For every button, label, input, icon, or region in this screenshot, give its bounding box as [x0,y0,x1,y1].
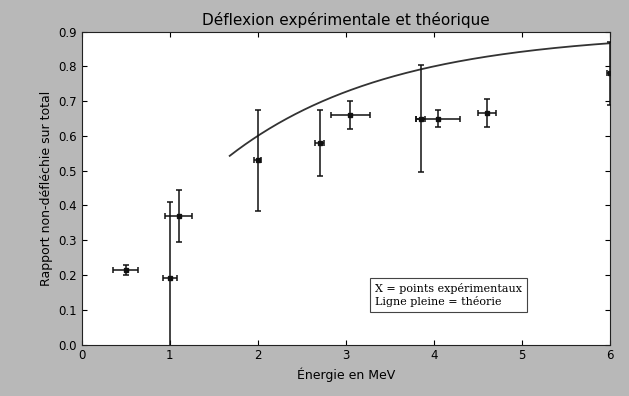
Text: X = points expérimentaux
Ligne pleine = théorie: X = points expérimentaux Ligne pleine = … [375,283,522,307]
Y-axis label: Rapport non-défléchie sur total: Rapport non-défléchie sur total [40,90,53,286]
Title: Déflexion expérimentale et théorique: Déflexion expérimentale et théorique [202,12,490,28]
X-axis label: Énergie en MeV: Énergie en MeV [297,368,395,383]
